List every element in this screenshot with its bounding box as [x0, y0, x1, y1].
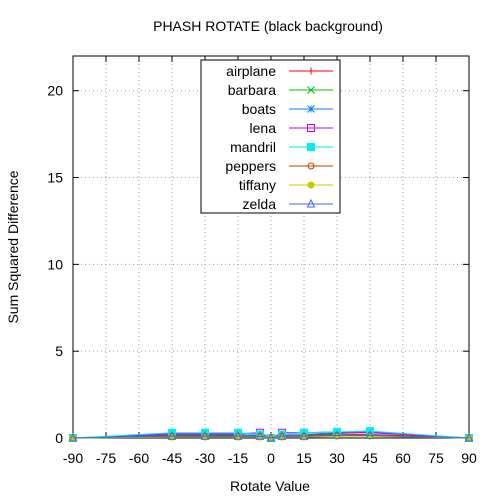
legend-marker-peppers	[307, 162, 315, 170]
y-tick-label: 0	[55, 430, 63, 446]
x-tick-label: -90	[63, 450, 83, 466]
legend-marker-barbara	[307, 86, 315, 94]
x-axis-label: Rotate Value	[230, 478, 310, 494]
legend-label-mandril: mandril	[230, 139, 276, 155]
x-tick-labels: -90 -75 -60 -45 -30 -15 0 15 30 45 60 75 90	[63, 450, 477, 466]
legend-marker-airplane	[307, 67, 315, 75]
data-point-zelda-shape	[255, 431, 265, 440]
data-point-zelda	[266, 432, 276, 442]
data-point-zelda-shape	[365, 430, 375, 439]
x-tick-label: 0	[267, 450, 275, 466]
legend-marker-lena	[307, 124, 315, 132]
data-point-zelda	[299, 431, 309, 440]
x-tick-label: -45	[162, 450, 182, 466]
x-tick-label: 15	[296, 450, 312, 466]
data-point-zelda	[277, 431, 287, 440]
data-point-zelda	[332, 430, 342, 439]
legend-label-barbara: barbara	[228, 82, 276, 98]
data-point-zelda-shape	[266, 432, 276, 442]
legend-marker-zelda-shape	[306, 198, 316, 208]
legend-marker-boats	[307, 105, 315, 113]
legend: airplane barbara boats lena mandril peppers ti…	[200, 59, 341, 214]
chart-title: PHASH ROTATE (black background)	[153, 18, 383, 34]
x-tick-label: 75	[428, 450, 444, 466]
x-tick-label: -15	[228, 450, 248, 466]
x-tick-label: -60	[129, 450, 149, 466]
data-point-zelda	[233, 431, 243, 440]
data-point-zelda-shape	[233, 431, 243, 440]
y-tick-label: 15	[47, 170, 63, 186]
y-tick-label: 5	[55, 343, 63, 359]
x-tick-label: 90	[461, 450, 477, 466]
data-point-zelda	[200, 431, 210, 440]
y-tick-label: 20	[47, 83, 63, 99]
series-layer	[68, 427, 474, 442]
legend-marker-mandril-shape	[307, 143, 315, 151]
data-point-zelda	[167, 431, 177, 440]
data-point-zelda	[365, 430, 375, 439]
legend-marker-zelda	[306, 198, 316, 208]
legend-label-tiffany: tiffany	[239, 177, 276, 193]
data-point-zelda	[68, 432, 78, 442]
legend-label-zelda: zelda	[243, 196, 277, 212]
y-tick-labels: 0 5 10 15 20	[47, 83, 63, 446]
data-point-zelda-shape	[200, 431, 210, 440]
x-tick-label: 45	[362, 450, 378, 466]
legend-label-boats: boats	[242, 101, 276, 117]
x-tick-label: -75	[96, 450, 116, 466]
data-point-zelda-shape	[167, 431, 177, 440]
y-axis-label: Sum Squared Difference	[5, 170, 21, 323]
x-tick-label: 30	[329, 450, 345, 466]
legend-marker-tiffany-shape	[307, 181, 315, 189]
x-tick-label: -30	[195, 450, 215, 466]
data-point-zelda-shape	[464, 432, 474, 442]
legend-marker-boats-shape	[307, 105, 315, 113]
legend-marker-tiffany	[307, 181, 315, 189]
legend-label-lena: lena	[250, 120, 277, 136]
legend-marker-peppers-shape	[307, 162, 315, 170]
data-point-zelda-shape	[277, 431, 287, 440]
x-tick-label: 60	[395, 450, 411, 466]
data-point-zelda-shape	[68, 432, 78, 442]
data-point-zelda	[464, 432, 474, 442]
legend-marker-mandril	[307, 143, 315, 151]
legend-marker-airplane-shape	[307, 67, 315, 75]
legend-label-airplane: airplane	[226, 63, 276, 79]
data-point-zelda-shape	[332, 430, 342, 439]
data-point-zelda-shape	[299, 431, 309, 440]
y-tick-label: 10	[47, 256, 63, 272]
series-line-zelda	[72, 434, 470, 439]
legend-box	[200, 59, 341, 214]
legend-label-peppers: peppers	[225, 158, 276, 174]
legend-marker-barbara-shape	[307, 86, 315, 94]
legend-marker-lena-shape	[307, 124, 315, 132]
data-point-zelda	[255, 431, 265, 440]
series-zelda	[68, 430, 474, 442]
